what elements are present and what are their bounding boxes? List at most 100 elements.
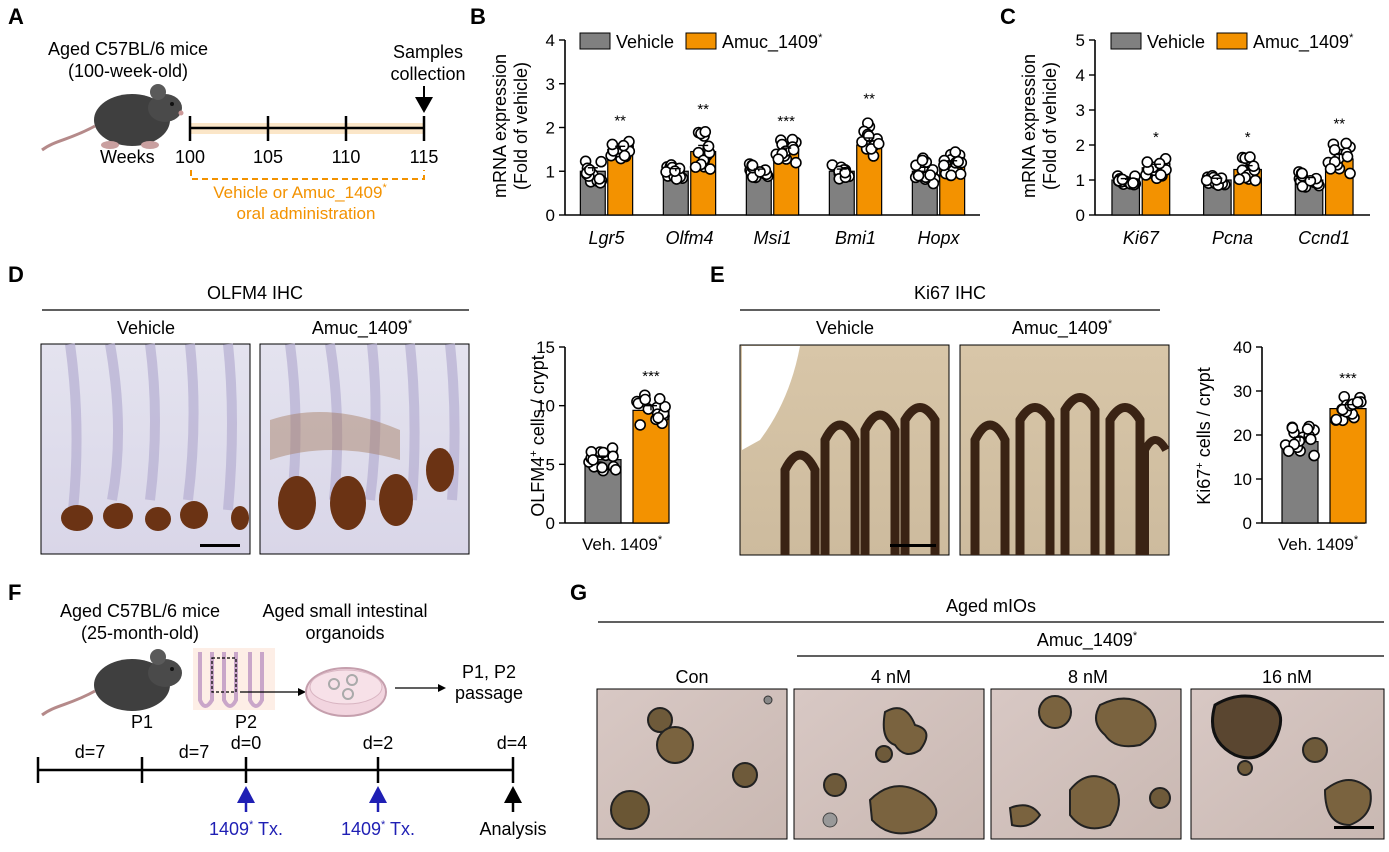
- b-category-label: Bmi1: [835, 228, 876, 248]
- f-petri-dish-icon: [305, 667, 387, 717]
- b-category-label: Olfm4: [665, 228, 713, 248]
- d-bar-chart: 0 5 10 15 ***: [536, 338, 671, 533]
- d-ytick-label: 5: [546, 455, 555, 474]
- b-ytick-label: 2: [546, 119, 555, 138]
- e-ytick-label: 20: [1233, 426, 1252, 445]
- g-scale-bar: [1334, 826, 1374, 829]
- c-legend: Vehicle Amuc_1409*: [1110, 32, 1354, 53]
- e-data-point: [1330, 413, 1343, 426]
- a-arrow-down-icon: [415, 86, 433, 113]
- b-legend-vehicle: Vehicle: [616, 32, 674, 52]
- f-seg2: d=7: [179, 742, 210, 762]
- c-data-point: [1304, 174, 1317, 187]
- e-header: Ki67 IHC: [914, 283, 986, 303]
- f-tx-arrow-up-icon-2: [369, 786, 387, 812]
- f-mice-line2: (25-month-old): [81, 623, 199, 643]
- g-condition-con: Con: [675, 667, 708, 687]
- c-data-point: [1154, 169, 1167, 181]
- f-seg1: d=7: [75, 742, 106, 762]
- e-data-point: [1308, 449, 1320, 462]
- panel-d: D OLFM4 IHC Vehicle Amuc_1409* OLFM4+ ce…: [8, 262, 671, 555]
- b-data-point: [954, 168, 967, 180]
- g-condition-4nm: 4 nM: [871, 667, 911, 687]
- b-data-point: [704, 163, 717, 175]
- b-significance: **: [614, 113, 626, 130]
- f-p2: P2: [235, 712, 257, 732]
- panel-c: C mRNA expression (Fold of vehicle) Vehi…: [1000, 4, 1370, 248]
- b-data-point: [938, 159, 950, 172]
- b-bar-chart: 0 1 2 3 4 ** Lgr5 ** Olfm4 *** Msi1 ** Bmi1 Hopx: [546, 31, 980, 248]
- c-data-point: [1210, 174, 1223, 186]
- d-significance: ***: [642, 368, 660, 385]
- c-ytick-label: 1: [1076, 171, 1085, 190]
- b-ytick-label: 3: [546, 75, 555, 94]
- e-data-point: [1304, 433, 1317, 446]
- b-data-point: [702, 140, 715, 153]
- c-legend-vehicle: Vehicle: [1147, 32, 1205, 52]
- b-data-point: [872, 137, 885, 150]
- a-tick-105: 105: [253, 147, 283, 167]
- b-data-point: [952, 155, 964, 168]
- f-passage-line1: P1, P2: [462, 662, 516, 682]
- d-data-point: [659, 400, 671, 413]
- b-category-label: Msi1: [753, 228, 791, 248]
- e-data-point: [1286, 422, 1299, 434]
- g-organoid-image-16nm: [1190, 688, 1385, 840]
- c-ytick-label: 0: [1076, 206, 1085, 225]
- c-ytick-label: 2: [1076, 136, 1085, 155]
- c-data-point: [1340, 137, 1353, 150]
- f-intestine-crypt-icon: [193, 648, 275, 710]
- b-data-point: [916, 154, 929, 167]
- b-data-point: [746, 159, 759, 172]
- panel-letter-f: F: [8, 580, 21, 605]
- a-treatment-line2: oral administration: [237, 204, 376, 223]
- f-organoid-line1: Aged small intestinal: [262, 601, 427, 621]
- d-data-point: [634, 419, 646, 431]
- b-legend-treated: Amuc_1409*: [722, 32, 823, 53]
- f-d0: d=0: [231, 733, 262, 753]
- e-ylabel: Ki67+ cells / crypt: [1194, 367, 1214, 505]
- panel-letter-b: B: [470, 4, 486, 29]
- d-data-point: [609, 463, 622, 476]
- c-ytick-label: 3: [1076, 101, 1085, 120]
- b-data-point: [787, 143, 800, 156]
- b-data-point: [790, 156, 802, 169]
- f-tx-arrow-up-icon-1: [237, 786, 255, 812]
- e-significance: ***: [1339, 370, 1357, 387]
- c-data-point: [1116, 173, 1129, 186]
- a-samples-line1: Samples: [393, 42, 463, 62]
- g-condition-16nm: 16 nM: [1262, 667, 1312, 687]
- d-vehicle-label: Vehicle: [117, 318, 175, 338]
- b-significance: **: [863, 91, 875, 108]
- a-tick-100: 100: [175, 147, 205, 167]
- c-data-point: [1200, 174, 1213, 187]
- e-ihc-vehicle-image: [739, 344, 950, 556]
- a-title-line2: (100-week-old): [68, 61, 188, 81]
- f-d4: d=4: [497, 733, 528, 753]
- f-organoid-line2: organoids: [305, 623, 384, 643]
- c-category-label: Ccnd1: [1298, 228, 1350, 248]
- e-xtick-treated: 1409*: [1316, 534, 1359, 554]
- b-data-point: [593, 173, 606, 185]
- panel-g: G Aged mIOs Amuc_1409* Con 4 nM 8 nM 16 …: [570, 580, 1385, 840]
- c-data-point: [1233, 173, 1246, 186]
- f-tx-label-1: 1409* Tx.: [209, 819, 283, 839]
- d-ytick-label: 10: [536, 397, 555, 416]
- c-significance: *: [1245, 129, 1251, 146]
- d-ihc-vehicle-image: [40, 343, 251, 555]
- b-legend: Vehicle Amuc_1409*: [579, 32, 823, 53]
- a-tick-115: 115: [410, 147, 439, 167]
- panel-letter-c: C: [1000, 4, 1016, 29]
- d-data-point: [652, 411, 665, 424]
- a-treatment-bracket: [190, 170, 425, 180]
- panel-a: A Aged C57BL/6 mice (100-week-old) Sampl…: [8, 4, 466, 223]
- d-xtick-treated: 1409*: [620, 534, 663, 554]
- f-mouse-icon: [41, 649, 182, 717]
- f-tx-label-2: 1409* Tx.: [341, 819, 415, 839]
- a-tick-110: 110: [332, 147, 361, 167]
- f-mice-line1: Aged C57BL/6 mice: [60, 601, 220, 621]
- g-condition-8nm: 8 nM: [1068, 667, 1108, 687]
- b-data-point: [924, 169, 936, 181]
- e-vehicle-label: Vehicle: [816, 318, 874, 338]
- a-samples-line2: collection: [390, 64, 465, 84]
